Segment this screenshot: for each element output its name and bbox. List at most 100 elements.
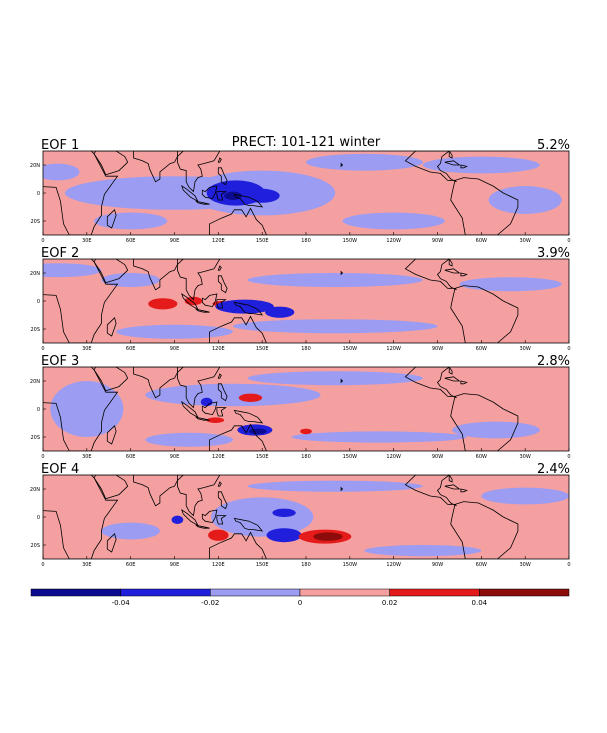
x-tick-label: 60W (476, 238, 487, 244)
coastline (177, 151, 221, 193)
coastline (177, 475, 221, 517)
figure-title: PRECT: 101-121 winter (232, 135, 381, 150)
x-tick-label: 120E (212, 346, 225, 352)
x-tick-label: 90E (170, 346, 180, 352)
coastline (340, 378, 344, 384)
strong-anomaly (265, 306, 295, 318)
x-tick-label: 90W (432, 454, 443, 460)
x-tick-label: 150W (343, 454, 358, 460)
coastline (93, 151, 129, 176)
negative-region (306, 153, 423, 171)
x-tick-label: 150W (343, 346, 358, 352)
x-tick-label: 60E (126, 562, 136, 568)
coastline (133, 259, 184, 291)
negative-region (211, 497, 314, 537)
negative-region (101, 273, 160, 287)
x-tick-label: 180 (301, 238, 311, 244)
coastline (201, 401, 218, 416)
negative-region (101, 522, 160, 540)
strong-anomaly (200, 397, 213, 407)
x-tick-label: 90W (432, 346, 443, 352)
colorbar-label: -0.04 (112, 599, 131, 607)
strong-anomaly (272, 508, 296, 517)
eof-field (43, 259, 569, 343)
x-tick-label: 120W (386, 238, 401, 244)
strong-anomaly (300, 428, 312, 435)
x-tick-label: 0 (41, 454, 44, 460)
negative-region (481, 487, 569, 505)
coastline (201, 509, 218, 524)
coastline (209, 423, 267, 451)
strong-anomaly (224, 191, 242, 200)
x-tick-label: 60E (126, 454, 136, 460)
coastline (106, 533, 117, 553)
x-tick-label: 0 (41, 238, 44, 244)
coastline (201, 293, 218, 308)
strong-anomaly (148, 298, 178, 310)
coastline (133, 475, 184, 507)
strong-anomaly (266, 528, 302, 543)
colorbar-label: 0.04 (472, 599, 488, 607)
x-tick-label: 180 (301, 562, 311, 568)
x-tick-label: 0 (567, 238, 570, 244)
x-tick-label: 60W (476, 346, 487, 352)
negative-region (452, 421, 540, 439)
y-tick-label: 0 (37, 515, 40, 521)
eof-field (43, 367, 569, 451)
x-tick-label: 90E (170, 238, 180, 244)
coastline (106, 317, 117, 337)
coastline (195, 524, 210, 529)
coastline (450, 501, 519, 559)
coastline (195, 308, 210, 313)
negative-region (459, 277, 562, 292)
coastline (209, 207, 267, 235)
coastline (233, 517, 264, 532)
x-tick-label: 30W (520, 346, 531, 352)
coastline (43, 151, 119, 235)
colorbar: -0.04 -0.02 0 0.02 0.04 (30, 588, 570, 607)
coastline (43, 475, 119, 559)
x-tick-label: 30W (520, 562, 531, 568)
colorbar-swatch (389, 588, 480, 597)
coastline (43, 367, 119, 451)
negative-region (342, 212, 445, 230)
coastline (217, 157, 222, 163)
x-tick-label: 180 (301, 346, 311, 352)
strong-anomaly (244, 188, 280, 203)
x-tick-label: 150E (256, 346, 269, 352)
negative-region (247, 273, 423, 287)
coastline (404, 259, 457, 291)
x-tick-label: 150E (256, 238, 269, 244)
eof-panels: 0 30E 60E 90E 120E 150E 180 150W 120W 90W 60W 30W 0 2… (30, 138, 571, 568)
coastline (217, 383, 228, 402)
y-tick-label: 20N (30, 163, 40, 169)
coastline (233, 193, 264, 208)
coastline (448, 475, 453, 483)
coastline (209, 315, 267, 343)
coastline (43, 259, 119, 343)
negative-region (364, 545, 482, 557)
coastline (93, 475, 129, 500)
coastline (216, 191, 227, 201)
strong-anomaly (206, 417, 225, 424)
x-tick-label: 0 (567, 562, 570, 568)
coastline (195, 200, 210, 205)
coastline (448, 259, 453, 267)
coastline (460, 488, 468, 493)
coastline (106, 425, 117, 445)
coastline (450, 285, 519, 343)
coastline (133, 367, 184, 399)
x-tick-label: 120W (386, 346, 401, 352)
coastline (217, 167, 228, 186)
x-tick-label: 0 (41, 346, 44, 352)
y-tick-label: 20N (30, 487, 40, 493)
eof-panel-4: 0 30E 60E 90E 120E 150E 180 150W 120W 90W 60W 30W 0 2… (30, 462, 571, 568)
x-tick-label: 0 (567, 346, 570, 352)
negative-region (94, 212, 168, 230)
x-tick-label: 120E (212, 238, 225, 244)
y-tick-label: 20S (30, 219, 40, 225)
eof-label: EOF 2 (41, 246, 79, 261)
eof-label: EOF 1 (41, 138, 79, 153)
y-tick-label: 0 (37, 407, 40, 413)
y-tick-label: 20S (30, 327, 40, 333)
